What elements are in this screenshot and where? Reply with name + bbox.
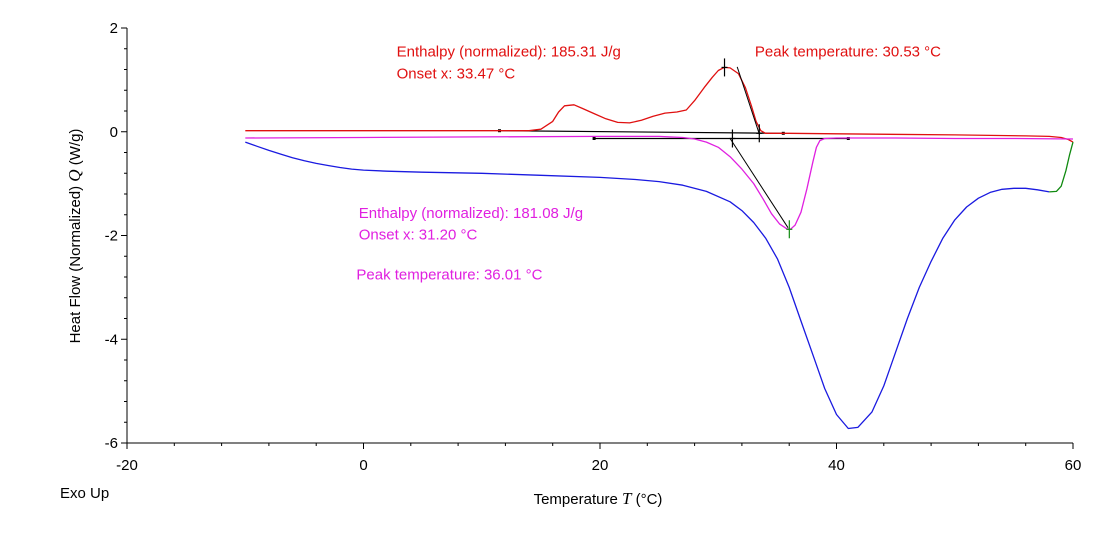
exo-up-label: Exo Up	[60, 485, 109, 502]
baseline-endpoint	[592, 136, 596, 140]
x-tick-label: 40	[828, 457, 845, 474]
y-axis-title: Heat Flow (Normalized) Q (W/g)	[65, 129, 84, 344]
x-axis-title: Temperature T (°C)	[534, 489, 663, 508]
y-tick-label: -6	[105, 435, 118, 452]
annotation-text: Enthalpy (normalized): 181.08 J/g	[359, 205, 583, 222]
integration-baseline	[499, 130, 784, 134]
onset-tangent-line	[736, 66, 761, 136]
annotation-text: Onset x: 31.20 °C	[359, 227, 478, 244]
x-tick-label: 60	[1065, 457, 1082, 474]
annotation-layer: Enthalpy (normalized): 185.31 J/g Onset x…	[356, 44, 941, 284]
y-tick-label: 2	[110, 20, 118, 37]
series-line	[245, 141, 1050, 430]
annotation-text: Enthalpy (normalized): 185.31 J/g	[397, 44, 621, 61]
y-tick-label: 0	[110, 124, 118, 141]
annotation-text: Peak temperature: 36.01 °C	[356, 267, 542, 284]
series-line	[245, 66, 1074, 143]
x-tick-label: 0	[359, 457, 367, 474]
x-tick-label: 20	[592, 457, 609, 474]
annotation-text: Onset x: 33.47 °C	[397, 65, 516, 82]
x-tick-label: -20	[116, 457, 138, 474]
series-line	[245, 135, 1074, 230]
y-tick-label: -4	[105, 331, 118, 348]
annotation-text: Peak temperature: 30.53 °C	[755, 44, 941, 61]
series-line	[1049, 141, 1074, 193]
onset-tangent-line	[729, 138, 789, 228]
series-layer	[245, 58, 1074, 430]
y-tick-label: -2	[105, 228, 118, 245]
